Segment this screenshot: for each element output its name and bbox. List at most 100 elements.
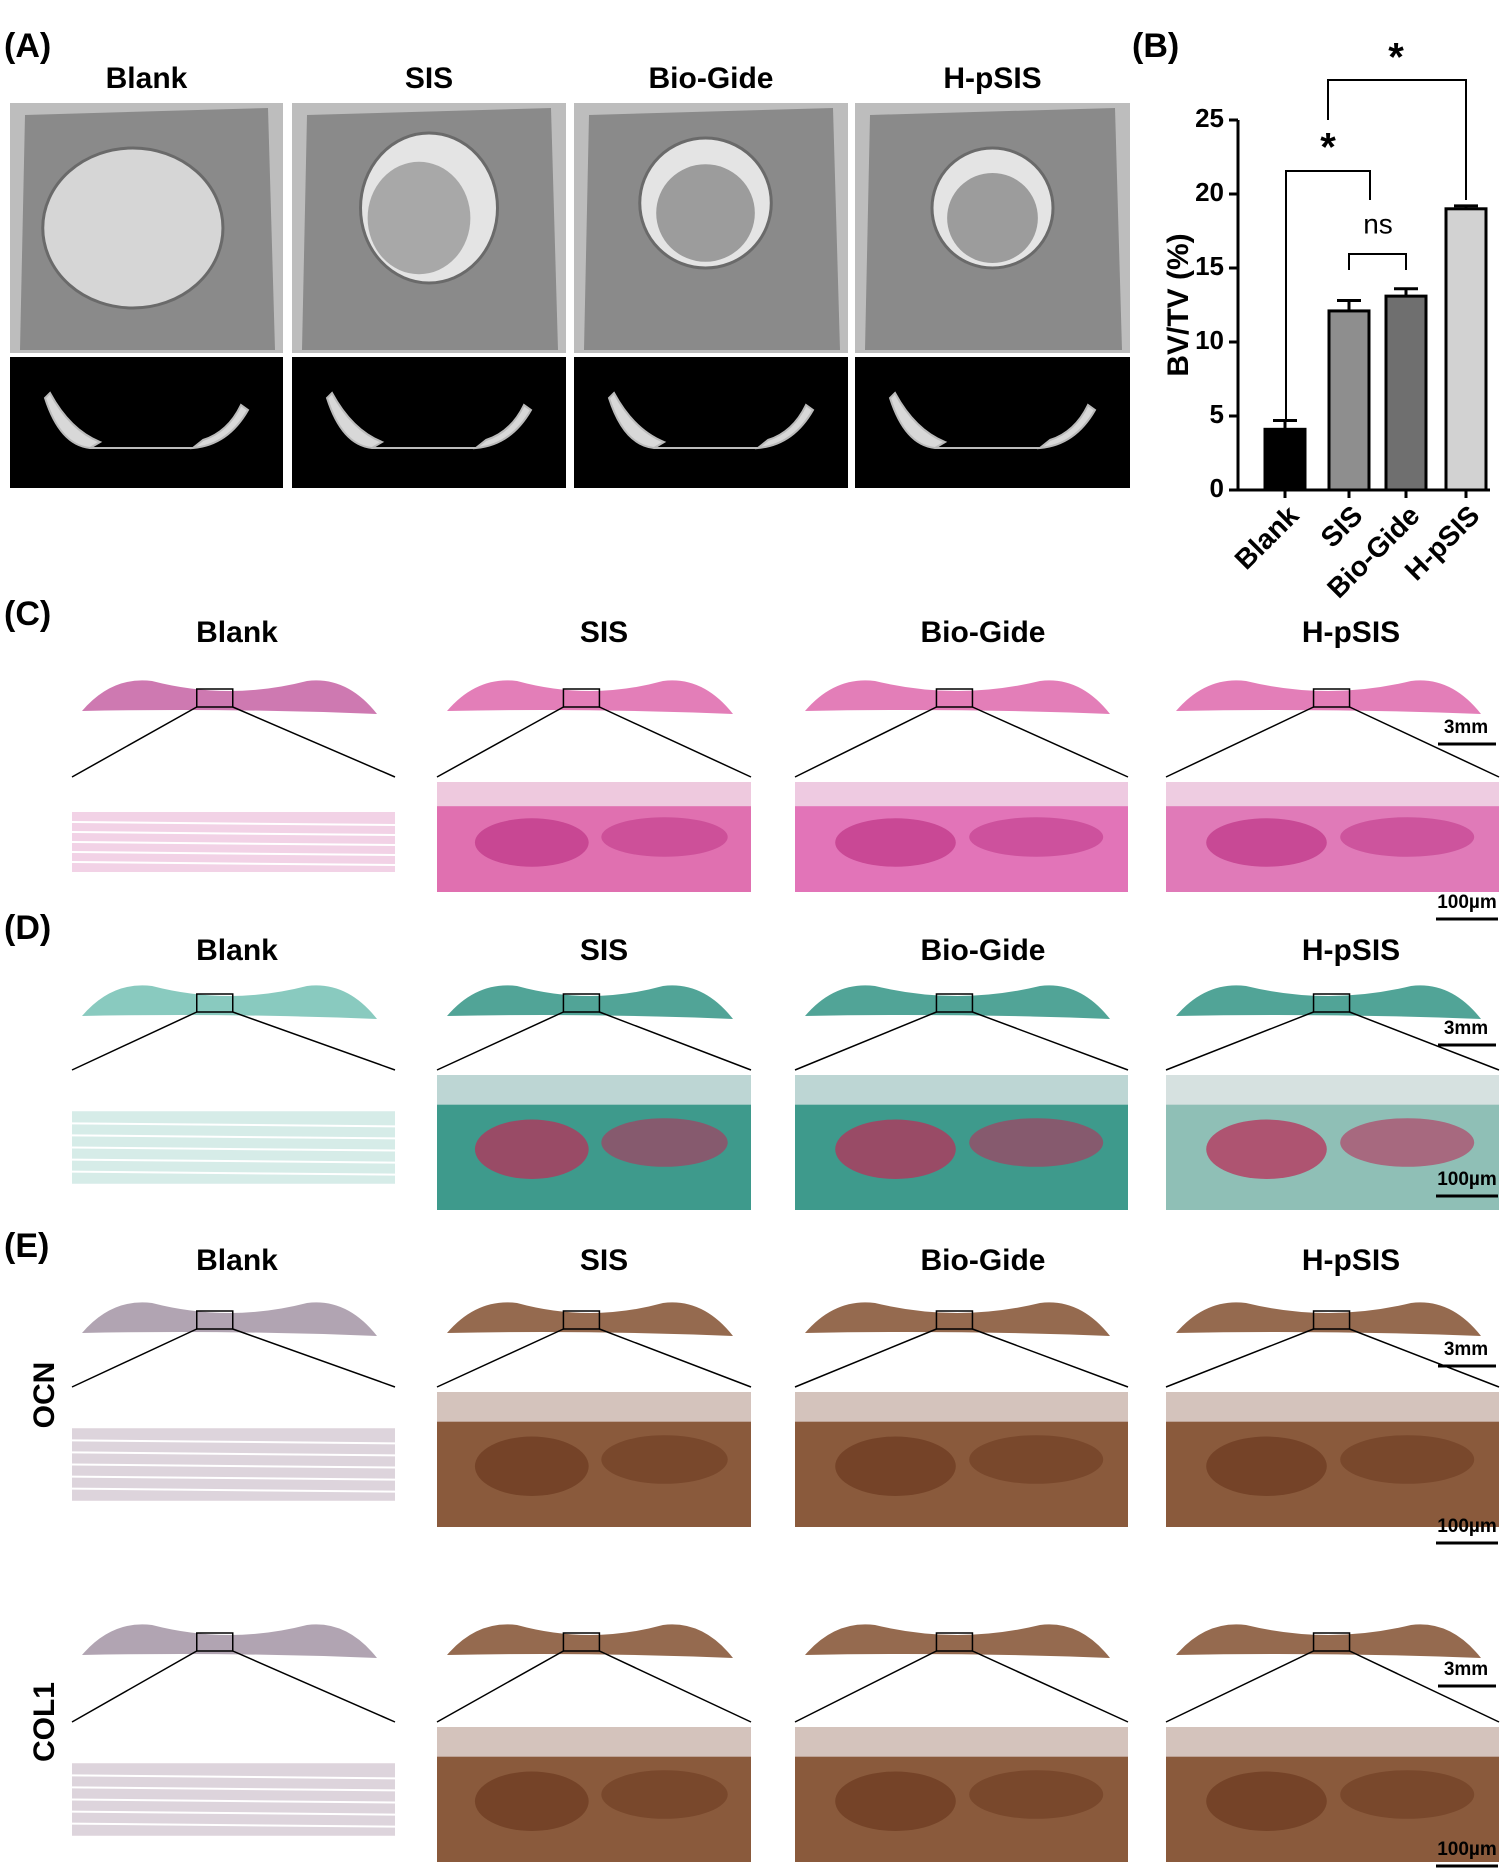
y-tick-label: 15 [1195, 251, 1224, 281]
error-bar [1394, 287, 1418, 297]
micro-ct-slice [10, 357, 283, 488]
bone-slice [325, 391, 533, 450]
bone-island [835, 1436, 956, 1496]
bar [1327, 309, 1371, 492]
bone-slice [43, 391, 250, 450]
scale-bar-label: 100µm [1437, 1169, 1497, 1190]
bone-island [969, 1435, 1104, 1484]
y-tick-label: 20 [1195, 177, 1224, 207]
tissue-section [805, 985, 1110, 1019]
zoom-box [1312, 1632, 1351, 1652]
loose-tissue [1166, 1075, 1499, 1105]
tissue-section [805, 1624, 1110, 1658]
error-bar [1454, 204, 1478, 209]
zoom-lines [794, 1011, 1129, 1071]
zoom-lines [1165, 1328, 1500, 1388]
panel-label: (A) [4, 27, 51, 65]
bone-island [601, 1118, 728, 1167]
fiber [71, 861, 396, 866]
fiber [71, 1822, 396, 1828]
zoom-lines [794, 1328, 1129, 1388]
y-tick-label: 10 [1195, 325, 1224, 355]
zoom-box [196, 1310, 234, 1330]
column-heading: Bio-Gide [921, 934, 1046, 967]
zoom-box [196, 688, 234, 708]
y-tick-label: 25 [1195, 103, 1224, 133]
fiber [71, 1475, 396, 1481]
bone-island [1340, 1435, 1475, 1484]
column-heading: SIS [580, 1244, 628, 1277]
significance-label: ns [1363, 208, 1393, 239]
zoom-box [1312, 993, 1351, 1013]
tissue-section [805, 1302, 1110, 1336]
zoom-box [1312, 1310, 1351, 1330]
fiber [71, 1439, 396, 1445]
bone-island [969, 1770, 1104, 1819]
tissue-section [82, 985, 377, 1019]
fiber [71, 851, 396, 856]
fiber [71, 1122, 396, 1128]
zoom-lines [71, 1328, 396, 1388]
zoom-lines [436, 1650, 752, 1723]
loose-tissue [437, 1727, 751, 1757]
new-bone [367, 161, 471, 275]
error-bar [1273, 418, 1297, 430]
loose-tissue [795, 1392, 1128, 1422]
column-heading: Bio-Gide [921, 1244, 1046, 1277]
significance-label: * [1388, 36, 1404, 80]
bone-island [835, 818, 956, 867]
scale-bar-label: 100µm [1437, 1839, 1497, 1860]
bone-island [1206, 1119, 1327, 1179]
micro-ct-slice [292, 357, 566, 488]
column-heading: Blank [196, 934, 278, 967]
column-heading: Blank [106, 62, 188, 95]
zoom-lines [71, 1650, 396, 1723]
bone-island [601, 1435, 728, 1484]
bone-island [1340, 1118, 1475, 1167]
scale-bar-label: 3mm [1444, 1018, 1488, 1039]
tissue-section [447, 1624, 733, 1658]
column-heading: H-pSIS [1302, 934, 1400, 967]
bone-island [1340, 1770, 1475, 1819]
column-heading: H-pSIS [1302, 1244, 1400, 1277]
bone-island [835, 1119, 956, 1179]
significance-bracket [1285, 170, 1371, 420]
zoom-lines [436, 1011, 752, 1071]
column-heading: H-pSIS [1302, 616, 1400, 649]
bone-island [474, 1771, 589, 1831]
tissue-section [447, 985, 733, 1019]
column-heading: Blank [196, 616, 278, 649]
loose-tissue [437, 782, 751, 807]
bone-island [1206, 818, 1327, 867]
scale-bar-label: 3mm [1444, 1339, 1488, 1360]
fiber [71, 1158, 396, 1164]
scale-bar-label: 100µm [1437, 1516, 1497, 1537]
y-tick-label: 0 [1210, 473, 1224, 503]
tissue-section [447, 680, 733, 714]
panel-label: (E) [4, 1227, 49, 1265]
new-bone [947, 173, 1038, 263]
micro-ct-slice [574, 357, 848, 488]
fiber [71, 1463, 396, 1469]
bone-island [601, 817, 728, 857]
row-label: OCN [28, 1362, 61, 1429]
bone-island [1206, 1771, 1327, 1831]
bone-island [1206, 1436, 1327, 1496]
zoom-box [935, 1310, 974, 1330]
fiber [71, 1146, 396, 1152]
tissue-section [1176, 985, 1481, 1019]
scale-bar-label: 100µm [1437, 892, 1497, 913]
loose-tissue [1166, 1727, 1499, 1757]
bone-slice [888, 391, 1097, 450]
scale-bar-label: 3mm [1444, 717, 1488, 738]
zoom-lines [1165, 1011, 1500, 1071]
column-heading: H-pSIS [943, 62, 1041, 95]
tissue-section [1176, 680, 1481, 714]
bone-island [601, 1770, 728, 1819]
bar [1384, 294, 1428, 492]
loose-tissue [1166, 782, 1499, 807]
bone-island [969, 1118, 1104, 1167]
fiber [71, 1786, 396, 1792]
column-heading: SIS [580, 934, 628, 967]
